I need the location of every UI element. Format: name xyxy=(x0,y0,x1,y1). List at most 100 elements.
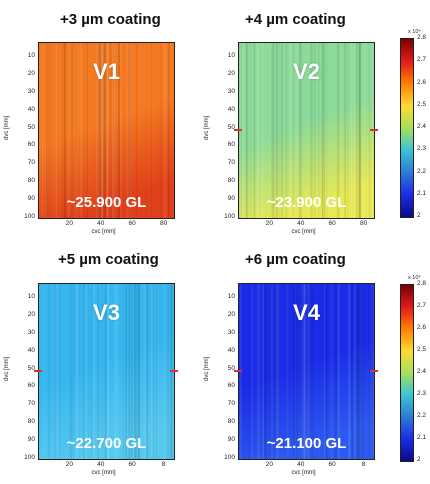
heatmap-streak xyxy=(301,284,304,459)
heatmap-streak xyxy=(107,284,109,459)
heatmap-streak xyxy=(159,43,162,218)
heatmap-streak xyxy=(42,43,44,218)
heatmap-streak xyxy=(55,43,58,218)
heatmap-streak xyxy=(276,284,278,459)
heatmap-streak xyxy=(301,284,302,459)
heatmap-streak xyxy=(269,43,272,218)
heatmap-streak xyxy=(47,43,49,218)
y-tick-label: 40 xyxy=(227,105,235,113)
y-tick-label: 30 xyxy=(227,328,235,336)
heatmap-streak xyxy=(338,284,340,459)
heatmap-streak xyxy=(134,284,135,459)
heatmap-streak xyxy=(361,284,364,459)
heatmap-streak xyxy=(257,284,259,459)
heatmap-streak xyxy=(285,43,288,218)
heatmap-streak xyxy=(83,284,85,459)
y-axis-label: dvc [mm] xyxy=(4,356,10,381)
heatmap-streak xyxy=(353,284,355,459)
heatmap-streak xyxy=(91,284,93,459)
heatmap-streak xyxy=(297,284,298,459)
heatmap-streak xyxy=(86,43,88,218)
heatmap-streak xyxy=(278,284,280,459)
heatmap-streak xyxy=(167,43,169,218)
y-tick-label: 70 xyxy=(27,159,35,167)
x-tick-label: 40 xyxy=(97,461,105,468)
heatmap-streak xyxy=(63,43,66,218)
x-tick-label: 60 xyxy=(128,220,136,227)
heatmap-streak xyxy=(286,284,287,459)
heatmap-streak xyxy=(127,43,129,218)
heatmap-streak xyxy=(310,43,313,218)
heatmap-streak xyxy=(321,43,323,218)
heatmap-streak xyxy=(57,43,59,218)
y-tick-label: 70 xyxy=(227,400,235,408)
heatmap-streak xyxy=(45,43,47,218)
heatmap-streak xyxy=(42,284,44,459)
heatmap-streak xyxy=(262,43,264,218)
y-tick-label: 80 xyxy=(227,177,235,185)
colorbar-tick-label: 2.5 xyxy=(417,346,427,353)
heatmap-streak xyxy=(269,284,271,459)
heatmap-panel: V2 ~23.900 GL xyxy=(238,42,375,219)
heatmap-streak xyxy=(348,284,350,459)
heatmap-streak xyxy=(303,284,306,459)
x-tick-label: 60 xyxy=(328,461,336,468)
heatmap-streak xyxy=(296,43,299,218)
heatmap-streak xyxy=(150,284,154,459)
x-tick-label: 40 xyxy=(297,220,305,227)
panel-title: +3 µm coating xyxy=(60,11,161,28)
heatmap-streak xyxy=(104,43,106,218)
gray-level-annotation: ~22.700 GL xyxy=(66,435,147,452)
colorbar-exponent: x 10⁴ xyxy=(408,29,421,35)
heatmap-streak xyxy=(325,284,328,459)
heatmap-streak xyxy=(336,43,338,218)
y-axis-label: dvc [mm] xyxy=(4,115,10,140)
panel-label: V1 xyxy=(93,59,120,84)
heatmap-streak xyxy=(69,284,72,459)
heatmap-streak xyxy=(257,43,259,218)
heatmap-streak xyxy=(297,43,300,218)
colorbar-tick-label: 2.7 xyxy=(417,302,427,309)
heatmap-streak xyxy=(368,43,371,218)
heatmap-streak xyxy=(337,43,340,218)
heatmap-streak xyxy=(105,284,107,459)
heatmap-streak xyxy=(271,43,274,218)
heatmap-streak xyxy=(61,43,63,218)
heatmap-streak xyxy=(324,43,326,218)
heatmap-streak xyxy=(120,43,122,218)
y-tick-label: 70 xyxy=(27,400,35,408)
heatmap-streak xyxy=(64,43,66,218)
heatmap-streak xyxy=(359,43,361,218)
heatmap-streak xyxy=(322,43,324,218)
y-tick-label: 40 xyxy=(227,346,235,354)
x-tick-label: 40 xyxy=(97,220,105,227)
heatmap-streak xyxy=(154,284,156,459)
y-tick-label: 30 xyxy=(27,87,35,95)
y-tick-label: 40 xyxy=(27,105,35,113)
heatmap-streak xyxy=(322,284,324,459)
heatmap-streak xyxy=(272,284,275,459)
heatmap-streak xyxy=(167,284,170,459)
heatmap-panel: V1 ~25.900 GL xyxy=(38,42,175,219)
heatmap-streak xyxy=(75,43,78,218)
heatmap-streak xyxy=(125,284,127,459)
heatmap-streak xyxy=(290,43,291,218)
heatmap-streak xyxy=(257,43,258,218)
y-tick-label: 10 xyxy=(27,293,35,300)
heatmap-streak xyxy=(97,284,100,459)
heatmap-streak xyxy=(358,43,361,218)
colorbar-exponent: x 10⁴ xyxy=(408,275,421,281)
section-marker-right xyxy=(370,129,378,131)
heatmap-streak xyxy=(102,284,105,459)
heatmap-streak xyxy=(98,43,101,218)
heatmap-streak xyxy=(164,43,167,218)
y-tick-label: 90 xyxy=(27,436,35,444)
section-marker-left xyxy=(34,370,42,372)
heatmap-streak xyxy=(290,43,293,218)
heatmap-streak xyxy=(353,284,356,459)
colorbar-tick-label: 2.1 xyxy=(417,189,427,197)
heatmap-streak xyxy=(251,284,254,459)
heatmap-streak xyxy=(358,43,361,218)
heatmap-streak xyxy=(324,284,325,459)
heatmap-streak xyxy=(361,284,364,459)
